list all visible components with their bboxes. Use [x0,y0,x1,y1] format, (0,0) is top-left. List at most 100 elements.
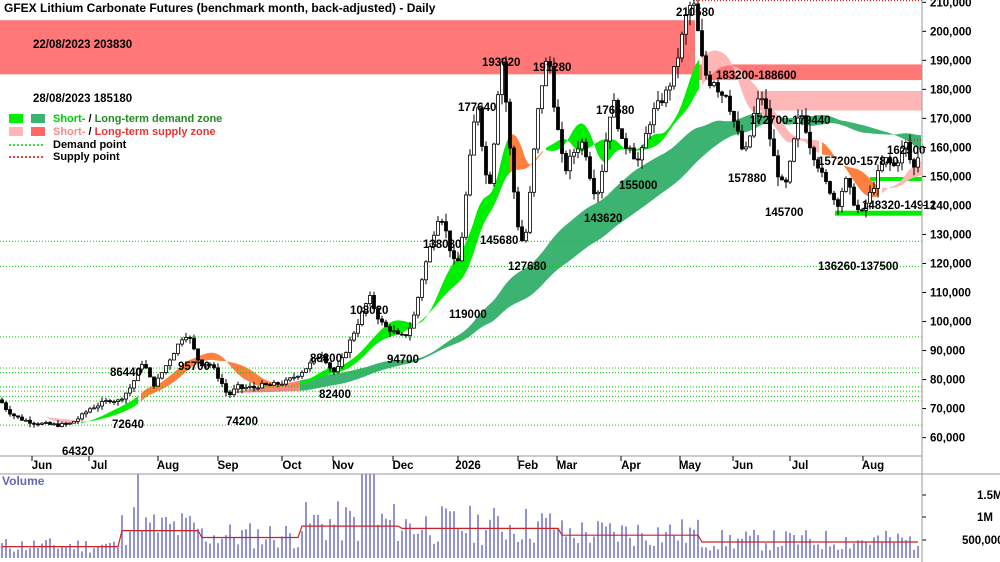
candle-body [708,74,712,87]
legend-swatch-long-supply [31,127,45,136]
candle-body [16,415,20,418]
candle-body [860,209,864,212]
candle-body [756,98,760,114]
candle [112,399,116,405]
volume-tick-label: 1M [977,512,993,524]
candle-body [316,357,320,360]
trend-bands-layer [0,50,921,424]
candle [472,114,476,156]
candle [836,197,840,215]
candle-body [864,202,868,211]
candle [228,389,232,398]
candle-body [128,387,132,394]
candle-body [692,3,696,6]
candle [740,124,744,151]
candle [224,379,228,397]
candle-body [664,89,668,104]
candle-body [308,362,312,370]
candle [692,0,696,16]
candle [600,164,604,199]
candle [180,336,184,347]
candle-body [612,100,616,118]
candle [728,89,732,115]
price-label-88800: 88800 [310,353,342,365]
candle [296,375,300,380]
candle-body [100,401,104,407]
candle [300,370,304,379]
candle [596,190,600,203]
candle-body [568,155,572,172]
candle-body [628,147,632,150]
candle [100,397,104,410]
candle-body [776,155,780,178]
y-tick-label: 70,000 [930,404,965,416]
candle [624,132,628,155]
candle [76,416,80,424]
candle [540,85,544,114]
candle-body [244,386,248,390]
candle [696,0,700,32]
candle [732,110,736,128]
candle-body [204,363,208,367]
candle-body [484,145,488,176]
candle [280,380,284,386]
candle [532,147,536,197]
candle-body [680,33,684,59]
candle-body [768,108,772,140]
candle-body [588,156,592,179]
candle-body [868,192,872,204]
candle [604,132,608,173]
x-axis: Jun Jul Aug Sep Oct Nov Dec 2026 Feb Mar Apr May Jun… [0,455,922,472]
candle [136,367,140,382]
candle-body [32,422,36,425]
x-tick-label: Jul [792,460,809,472]
candle-body [168,359,172,367]
candle [752,106,756,139]
candle [592,169,596,200]
candle-body [404,334,408,336]
candle-body [296,375,300,378]
candle-body [660,100,664,104]
candle [48,421,52,425]
candle-body [356,324,360,334]
y-tick-label: 190,000 [930,55,972,67]
candle [480,105,484,152]
candle [564,150,568,175]
candle-body [432,234,436,248]
candle-body [400,333,404,336]
price-label-176580: 176580 [596,105,634,117]
candle-body [152,376,156,387]
candle-body [24,419,28,422]
candle-body [332,367,336,373]
y-tick-label: 90,000 [930,346,965,358]
candle-body [840,190,844,207]
candle-body [276,382,280,385]
candle [832,190,836,205]
candle [376,306,380,325]
candle [648,121,652,139]
price-label-193020: 193020 [482,57,520,69]
x-tick-label: Oct [282,460,301,472]
candle-body [616,100,620,130]
candle [884,157,888,168]
candle [436,216,440,237]
candle [104,397,108,404]
candle-body [452,250,456,260]
candle [108,399,112,404]
legend-swatch-long-demand [31,114,45,123]
candle-body [380,318,384,323]
price-label-145700: 145700 [765,207,803,219]
candle [116,398,120,406]
x-tick-label: Jun [32,460,52,472]
candle [792,137,796,163]
candle-body [536,108,540,150]
candle-body [172,353,176,361]
candle [240,384,244,394]
short-term-supply-band-6 [822,142,879,198]
candle [868,185,872,210]
candle-body [300,372,304,377]
candle [140,360,144,373]
candle [0,397,4,404]
candle-body [556,106,560,130]
candle [560,121,564,163]
